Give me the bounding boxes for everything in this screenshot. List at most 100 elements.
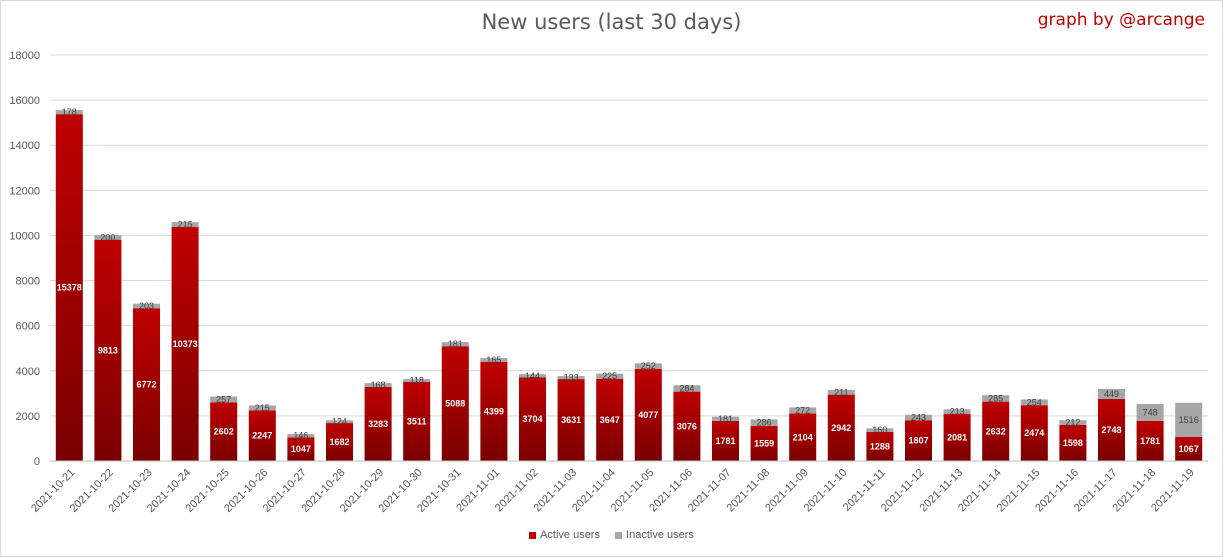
data-label-inactive: 215 (178, 220, 193, 230)
legend-label-active: Active users (540, 529, 600, 541)
bar-active (711, 420, 740, 461)
data-label-inactive: 252 (641, 361, 656, 371)
data-label-inactive: 124 (332, 417, 347, 427)
y-tick-label: 6000 (16, 321, 40, 333)
bar-active (943, 414, 971, 461)
data-label-inactive: 181 (718, 414, 733, 424)
data-label-active: 2632 (986, 426, 1006, 436)
legend-swatch-inactive (615, 531, 623, 539)
data-label-active: 4399 (484, 406, 504, 416)
credit-label: graph by @arcange (1037, 10, 1205, 30)
legend-swatch-active (529, 531, 537, 539)
data-label-inactive: 144 (525, 371, 540, 381)
bar-inactive (982, 395, 1010, 402)
data-label-inactive: 748 (1143, 407, 1158, 417)
bar-active (557, 379, 585, 461)
y-tick-label: 16000 (9, 95, 40, 107)
bar-active (94, 239, 122, 461)
bar-active (441, 346, 469, 461)
data-label-inactive: 257 (216, 394, 231, 404)
bar-active (789, 413, 817, 461)
y-tick-label: 0 (34, 456, 40, 468)
bar-inactive (1020, 399, 1048, 406)
chart-title: New users (last 30 days) (481, 10, 742, 34)
data-label-active: 4077 (638, 410, 658, 420)
data-label-active: 5088 (445, 399, 465, 409)
data-label-inactive: 165 (486, 355, 501, 365)
data-label-inactive: 254 (1027, 397, 1042, 407)
bar-inactive (904, 414, 933, 421)
data-label-active: 3704 (522, 414, 542, 424)
bar-inactive (325, 420, 354, 424)
y-tick-label: 18000 (9, 50, 40, 62)
data-label-active: 1559 (754, 438, 774, 448)
data-label-active: 3631 (561, 415, 581, 425)
data-label-active: 15378 (57, 283, 82, 293)
bar-inactive (866, 428, 894, 432)
bar-inactive (750, 419, 778, 426)
data-label-active: 2942 (831, 423, 851, 433)
bar-active (1136, 420, 1164, 461)
bar-active (287, 437, 315, 461)
data-label-active: 2081 (947, 433, 967, 443)
data-label-active: 2247 (252, 431, 272, 441)
bar-active (982, 401, 1010, 461)
data-label-inactive: 178 (62, 107, 77, 117)
bar-inactive (94, 235, 122, 240)
bar-inactive (364, 383, 392, 387)
y-tick-label: 14000 (9, 140, 40, 152)
legend-item-active: Active users (529, 529, 600, 541)
bar-active (325, 423, 354, 461)
bar-active (518, 377, 547, 461)
data-label-inactive: 160 (872, 425, 887, 435)
data-label-inactive: 213 (950, 407, 965, 417)
data-label-inactive: 285 (988, 393, 1003, 403)
bar-active (596, 378, 624, 461)
data-label-active: 6772 (136, 380, 156, 390)
bar-inactive (827, 389, 855, 395)
y-tick-label: 10000 (9, 230, 40, 242)
data-label-inactive: 243 (911, 413, 926, 423)
data-label-inactive: 272 (795, 405, 810, 415)
data-label-inactive: 146 (293, 431, 308, 441)
data-label-active: 1288 (870, 441, 890, 451)
bar-inactive (789, 407, 817, 414)
data-label-inactive: 168 (371, 380, 386, 390)
data-label-inactive: 449 (1104, 389, 1119, 399)
data-label-active: 1807 (908, 436, 928, 446)
data-label-inactive: 200 (100, 232, 115, 242)
bar-inactive (557, 376, 585, 380)
y-tick-label: 4000 (16, 366, 40, 378)
bar-inactive (441, 342, 469, 347)
data-label-active: 3076 (677, 421, 697, 431)
bar-active (904, 420, 933, 461)
bar-active (827, 394, 855, 461)
bar-inactive (55, 110, 83, 115)
bar-inactive (711, 416, 740, 421)
data-label-active: 3511 (407, 416, 427, 426)
data-label-inactive: 118 (410, 375, 424, 385)
data-label-active: 9813 (98, 345, 118, 355)
bar-active (1175, 436, 1203, 461)
data-label-active: 1047 (291, 444, 311, 454)
data-label-active: 2602 (214, 427, 234, 437)
data-label-active: 2474 (1024, 428, 1044, 438)
bar-active (1059, 424, 1087, 461)
data-label-active: 1682 (329, 437, 349, 447)
bar-inactive (596, 373, 624, 379)
bar-active (480, 361, 508, 461)
data-label-inactive: 203 (139, 301, 154, 311)
bar-inactive (1136, 403, 1164, 421)
data-label-inactive: 133 (564, 373, 579, 383)
bar-inactive (634, 363, 662, 370)
bar-active (673, 391, 701, 461)
data-label-inactive: 284 (679, 383, 694, 393)
data-label-active: 3647 (600, 415, 620, 425)
bar-active (1020, 405, 1048, 461)
bar-active (171, 227, 199, 461)
bar-active (750, 425, 778, 461)
legend: Active users Inactive users (0, 529, 1223, 542)
data-label-active: 3283 (368, 419, 388, 429)
